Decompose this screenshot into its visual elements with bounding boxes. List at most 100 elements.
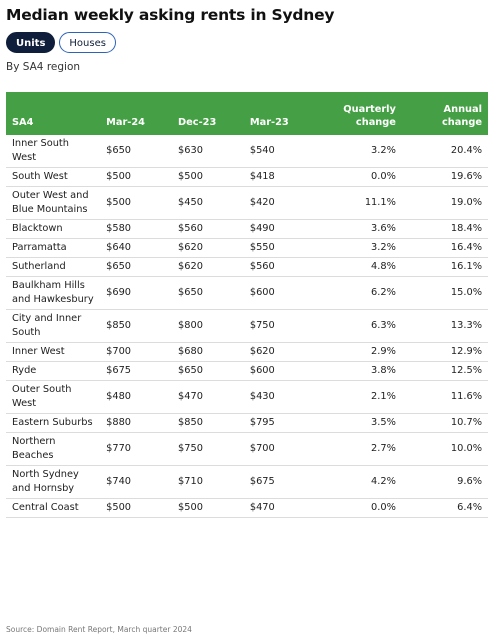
- table-row: Northern Beaches $770 $750 $700 2.7% 10.0%: [6, 432, 488, 466]
- annual-change-cell: 10.0%: [401, 432, 488, 466]
- chart-title: Median weekly asking rents in Sydney: [6, 6, 335, 24]
- table-row: Inner West $700 $680 $620 2.9% 12.9%: [6, 342, 488, 362]
- quarterly-change-cell: 2.9%: [315, 342, 402, 362]
- mar-24-cell: $650: [100, 135, 172, 168]
- rents-table: SA4 Mar-24 Dec-23 Mar-23 Quarterly chang…: [6, 92, 488, 518]
- table-row: Eastern Suburbs $880 $850 $795 3.5% 10.7%: [6, 413, 488, 433]
- region-cell: Ryde: [6, 361, 101, 381]
- quarterly-change-cell: 4.2%: [315, 465, 402, 499]
- annual-change-cell: 20.4%: [401, 135, 488, 168]
- column-header: SA4: [12, 117, 34, 128]
- dec-23-cell: $500: [172, 498, 244, 518]
- dec-23-cell: $850: [172, 413, 244, 433]
- table-body: Inner South West $650 $630 $540 3.2% 20.4% Sou…: [6, 135, 488, 518]
- mar-24-cell: $880: [100, 413, 172, 433]
- region-cell: Blacktown: [6, 219, 101, 239]
- mar-24-cell: $500: [100, 186, 172, 220]
- table-row: North Sydney and Hornsby $740 $710 $675 4.2%…: [6, 465, 488, 499]
- quarterly-change-cell: 11.1%: [315, 186, 402, 220]
- mar-23-cell: $750: [243, 309, 316, 343]
- region-cell: Central Coast: [6, 498, 101, 518]
- quarterly-change-cell: 3.2%: [315, 238, 402, 258]
- region-cell: Inner West: [6, 342, 101, 362]
- quarterly-change-cell: 6.3%: [315, 309, 402, 343]
- mar-24-cell: $700: [100, 342, 172, 362]
- annual-change-cell: 19.0%: [401, 186, 488, 220]
- mar-23-cell: $418: [243, 167, 316, 187]
- mar-24-cell: $850: [100, 309, 172, 343]
- quarterly-change-cell: 4.8%: [315, 257, 402, 277]
- mar-24-cell: $640: [100, 238, 172, 258]
- annual-change-cell: 12.9%: [401, 342, 488, 362]
- mar-24-cell: $690: [100, 276, 172, 310]
- quarterly-change-cell: 2.1%: [315, 380, 402, 414]
- region-cell: South West: [6, 167, 101, 187]
- mar-23-cell: $540: [243, 135, 316, 168]
- mar-24-cell: $650: [100, 257, 172, 277]
- table-row: Parramatta $640 $620 $550 3.2% 16.4%: [6, 238, 488, 258]
- quarterly-change-cell: 3.8%: [315, 361, 402, 381]
- table-row: Inner South West $650 $630 $540 3.2% 20.4%: [6, 135, 488, 168]
- annual-change-cell: 9.6%: [401, 465, 488, 499]
- dec-23-cell: $710: [172, 465, 244, 499]
- annual-change-cell: 10.7%: [401, 413, 488, 433]
- quarterly-change-cell: 6.2%: [315, 276, 402, 310]
- region-cell: Eastern Suburbs: [6, 413, 101, 433]
- table-row: Outer West and Blue Mountains $500 $450 $42…: [6, 186, 488, 220]
- mar-23-cell: $420: [243, 186, 316, 220]
- annual-change-cell: 13.3%: [401, 309, 488, 343]
- region-cell: Outer West and Blue Mountains: [6, 186, 101, 220]
- dec-23-cell: $680: [172, 342, 244, 362]
- mar-24-cell: $480: [100, 380, 172, 414]
- table-header-row: SA4 Mar-24 Dec-23 Mar-23 Quarterly chang…: [6, 92, 488, 135]
- quarterly-change-cell: 3.6%: [315, 219, 402, 239]
- annual-change-cell: 11.6%: [401, 380, 488, 414]
- mar-23-cell: $620: [243, 342, 316, 362]
- table-row: Baulkham Hills and Hawkesbury $690 $650 $60…: [6, 276, 488, 310]
- dec-23-cell: $650: [172, 361, 244, 381]
- mar-23-cell: $600: [243, 276, 316, 310]
- region-cell: North Sydney and Hornsby: [6, 465, 101, 499]
- mar-23-cell: $550: [243, 238, 316, 258]
- column-header: Mar-23: [249, 117, 289, 128]
- mar-24-cell: $675: [100, 361, 172, 381]
- dec-23-cell: $800: [172, 309, 244, 343]
- table-row: Sutherland $650 $620 $560 4.8% 16.1%: [6, 257, 488, 277]
- annual-change-cell: 19.6%: [401, 167, 488, 187]
- region-cell: Parramatta: [6, 238, 101, 258]
- dec-23-cell: $620: [172, 238, 244, 258]
- units-toggle-button[interactable]: Units: [6, 32, 56, 53]
- table-row: City and Inner South $850 $800 $750 6.3% 13.3…: [6, 309, 488, 343]
- mar-23-cell: $430: [243, 380, 316, 414]
- annual-change-cell: 16.4%: [401, 238, 488, 258]
- mar-24-cell: $770: [100, 432, 172, 466]
- table-row: Ryde $675 $650 $600 3.8% 12.5%: [6, 361, 488, 381]
- region-cell: Outer South West: [6, 380, 101, 414]
- table-row: South West $500 $500 $418 0.0% 19.6%: [6, 167, 488, 187]
- dec-23-cell: $450: [172, 186, 244, 220]
- quarterly-change-cell: 0.0%: [315, 167, 402, 187]
- mar-23-cell: $700: [243, 432, 316, 466]
- annual-change-cell: 15.0%: [401, 276, 488, 310]
- dec-23-cell: $630: [172, 135, 244, 168]
- mar-24-cell: $580: [100, 219, 172, 239]
- mar-23-cell: $560: [243, 257, 316, 277]
- region-cell: Inner South West: [6, 135, 101, 168]
- property-type-toggle: Units Houses: [6, 32, 116, 53]
- chart-subtitle: By SA4 region: [6, 61, 81, 73]
- quarterly-change-cell: 0.0%: [315, 498, 402, 518]
- quarterly-change-cell: 2.7%: [315, 432, 402, 466]
- mar-23-cell: $470: [243, 498, 316, 518]
- table-row: Blacktown $580 $560 $490 3.6% 18.4%: [6, 219, 488, 239]
- dec-23-cell: $650: [172, 276, 244, 310]
- houses-toggle-button[interactable]: Houses: [59, 32, 116, 53]
- annual-change-cell: 6.4%: [401, 498, 488, 518]
- mar-23-cell: $795: [243, 413, 316, 433]
- mar-23-cell: $675: [243, 465, 316, 499]
- region-cell: Northern Beaches: [6, 432, 101, 466]
- column-header: Mar-24: [106, 117, 146, 128]
- region-cell: Sutherland: [6, 257, 101, 277]
- dec-23-cell: $500: [172, 167, 244, 187]
- region-cell: City and Inner South: [6, 309, 101, 343]
- table-row: Outer South West $480 $470 $430 2.1% 11.6%: [6, 380, 488, 414]
